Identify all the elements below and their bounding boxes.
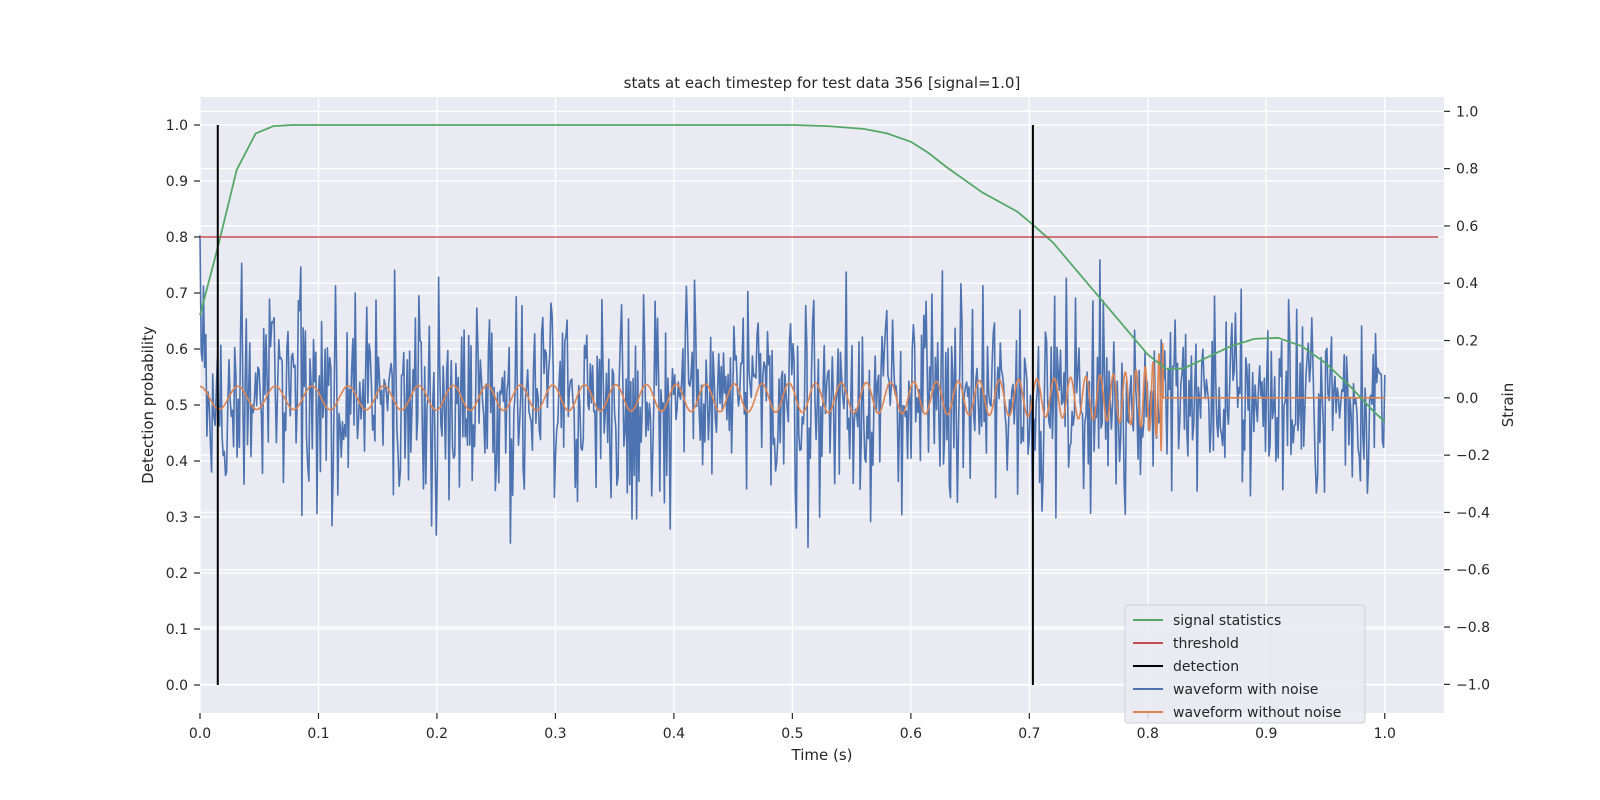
y-right-tick-label: 1.0	[1456, 104, 1478, 120]
x-tick-label: 0.8	[1137, 726, 1159, 742]
plot-lines	[199, 124, 1439, 685]
signal-statistics-line	[199, 124, 1386, 423]
y-tick-label: 1.0	[166, 118, 188, 134]
y-right-tick-label: 0.8	[1456, 162, 1478, 178]
x-axis-label: Time (s)	[791, 746, 853, 764]
y-tick-label: 0.9	[166, 174, 188, 190]
legend-label: threshold	[1173, 636, 1239, 652]
legend-label: signal statistics	[1173, 613, 1281, 629]
legend-label: detection	[1173, 659, 1239, 675]
waveform-without-noise-line	[199, 342, 1386, 452]
y-right-tick-label: −1.0	[1456, 677, 1490, 693]
x-tick-label: 0.9	[1255, 726, 1277, 742]
x-tick-label: 0.1	[307, 726, 329, 742]
y-tick-label: 0.0	[166, 678, 188, 694]
x-tick-label: 0.7	[1018, 726, 1040, 742]
y-tick-label: 0.5	[166, 398, 188, 414]
y-tick-label: 0.7	[166, 286, 188, 302]
legend: signal statistics threshold detection wavef…	[1124, 604, 1366, 724]
y-tick-label: 0.8	[166, 230, 188, 246]
y-right-tick-label: 0.2	[1456, 334, 1478, 350]
x-tick-label: 0.0	[189, 726, 211, 742]
x-tick-label: 0.2	[426, 726, 448, 742]
y-tick-label: 0.1	[166, 622, 188, 638]
y-right-tick-label: 0.0	[1456, 391, 1478, 407]
legend-label: waveform with noise	[1173, 682, 1318, 698]
y-right-tick-label: −0.4	[1456, 505, 1490, 521]
x-tick-label: 0.4	[663, 726, 685, 742]
x-tick-label: 0.5	[781, 726, 803, 742]
y-tick-label: 0.2	[166, 566, 188, 582]
legend-label: waveform without noise	[1173, 705, 1341, 721]
x-tick-label: 0.3	[544, 726, 566, 742]
x-tick-label: 0.6	[900, 726, 922, 742]
y-tick-label: 0.3	[166, 510, 188, 526]
y-right-tick-label: −0.6	[1456, 563, 1490, 579]
y-right-tick-label: 0.6	[1456, 219, 1478, 235]
legend-box	[1124, 604, 1366, 724]
y-right-tick-label: 0.4	[1456, 276, 1478, 292]
x-tick-label: 1.0	[1374, 726, 1396, 742]
waveform-with-noise-line	[199, 235, 1386, 548]
y-axis-label: Detection probability	[139, 326, 157, 484]
y-right-tick-label: −0.2	[1456, 448, 1490, 464]
y-tick-label: 0.6	[166, 342, 188, 358]
chart-title: stats at each timestep for test data 356…	[624, 74, 1021, 92]
axes: 0.0 0.1 0.2 0.3 0.4 0.5 0.6 0.7 0.8 0.9 1.0 0.0 0.1 0…	[166, 104, 1490, 742]
y-axis-right-label: Strain	[1499, 383, 1517, 427]
y-tick-label: 0.4	[166, 454, 188, 470]
y-right-tick-label: −0.8	[1456, 620, 1490, 636]
